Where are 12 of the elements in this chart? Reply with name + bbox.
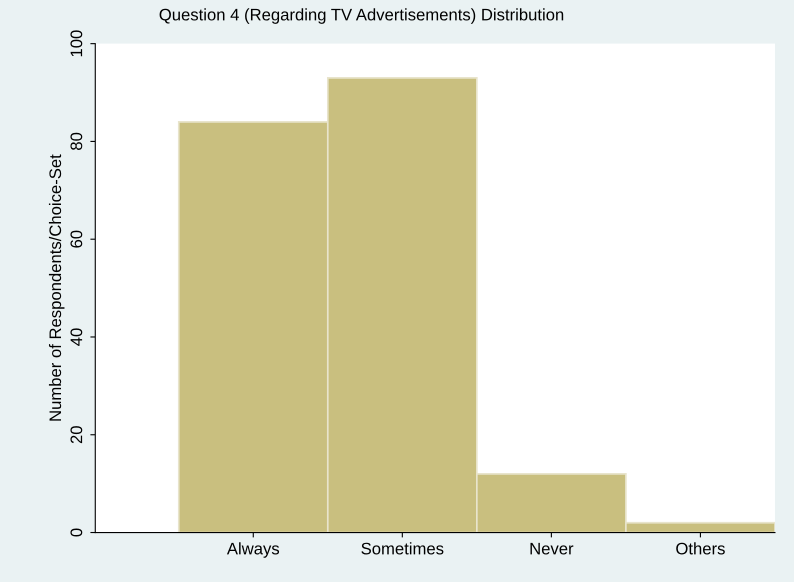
y-tick-label: 60 [70,230,82,248]
y-tick-label: 20 [70,426,82,444]
x-tick-label: Sometimes [361,542,444,554]
y-tick-label: 40 [70,328,82,346]
x-tick-label: Always [226,542,280,558]
x-tick-label: Never [530,542,574,554]
y-tick-label: 100 [70,30,82,56]
y-tick-label: 80 [70,132,82,150]
y-tick-label: 0 [70,528,82,537]
x-tick-label: Others [676,542,725,554]
y-axis-title: Number of Respondents/Choice-Set [48,154,64,421]
chart-title: Question 4 (Regarding TV Advertisements) Distribution [160,8,564,24]
